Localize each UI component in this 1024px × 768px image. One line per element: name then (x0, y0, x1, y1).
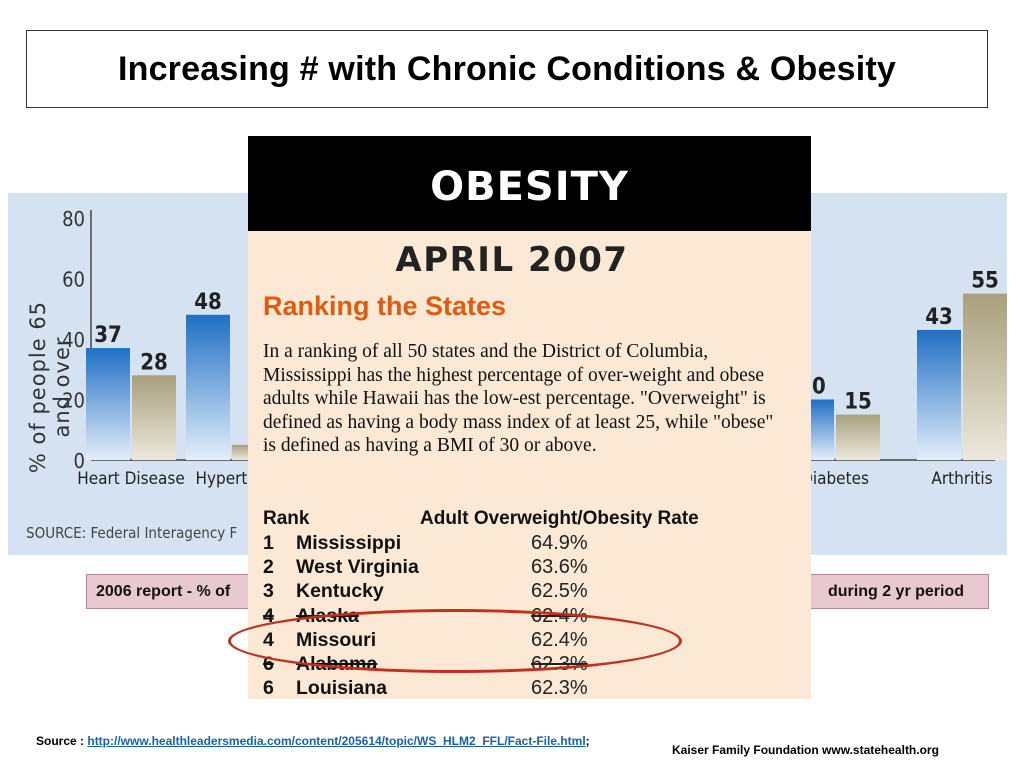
footer-source-suffix: ; (585, 734, 590, 748)
chart-y-axis-label: % of people 65 and over (26, 300, 74, 474)
data-label: 55 (971, 269, 999, 294)
rank-cell: 6 (263, 653, 274, 676)
rank-cell: 2 (263, 555, 274, 578)
rank-cell: 4 (263, 604, 274, 627)
rate-cell: 63.6% (531, 555, 588, 578)
bar-series-2 (132, 375, 176, 460)
caption-left: 2006 report - % of (96, 583, 231, 600)
footer-source: Source : http://www.healthleadersmedia.c… (36, 734, 590, 749)
rank-cell: 1 (263, 531, 274, 554)
x-tick-label: Arthritis (931, 469, 992, 489)
y-tick-label: 20 (62, 389, 85, 413)
obesity-card-description: In a ranking of all 50 states and the Di… (263, 341, 774, 457)
footer-source-label: Source : (36, 734, 88, 748)
data-label: 43 (925, 305, 953, 330)
obesity-card-heading: Ranking the States (263, 291, 507, 321)
state-cell: Kentucky (296, 580, 384, 603)
y-tick-label: 0 (74, 449, 85, 473)
footer-source-link[interactable]: http://www.healthleadersmedia.com/conten… (87, 734, 586, 748)
rank-cell: 6 (263, 677, 274, 700)
rate-cell: 64.9% (531, 531, 588, 554)
title-box: Increasing # with Chronic Conditions & O… (26, 30, 988, 108)
bar-series-1 (917, 329, 961, 460)
col-rate-header: Adult Overweight/Obesity Rate (420, 508, 699, 529)
data-label: 15 (844, 390, 872, 415)
bar-series-1 (186, 314, 230, 460)
bar-series-1 (86, 348, 130, 460)
col-rank-header: Rank (263, 508, 310, 529)
obesity-card-title: OBESITY (430, 164, 629, 210)
obesity-card-date: APRIL 2007 (395, 240, 629, 280)
rate-cell: 62.5% (531, 580, 588, 603)
caption-right: during 2 yr period (827, 583, 964, 600)
x-tick-label: Diabetes (801, 469, 869, 489)
table-row: 3 Kentucky 62.5% (263, 580, 651, 604)
obesity-card-header: OBESITY (248, 136, 811, 231)
state-cell: Louisiana (296, 677, 388, 700)
highlight-oval (228, 609, 682, 673)
footer-credit: Kaiser Family Foundation www.statehealth… (672, 743, 939, 757)
chart-source: SOURCE: Federal Interagency F (26, 524, 238, 542)
data-label: 28 (140, 350, 168, 375)
rate-cell: 62.3% (531, 677, 588, 700)
slide-title: Increasing # with Chronic Conditions & O… (117, 49, 897, 88)
state-cell: Mississippi (296, 531, 402, 554)
bar-series-2 (836, 414, 880, 460)
data-label: 37 (94, 323, 122, 348)
table-row: 1 Mississippi 64.9% (263, 531, 651, 555)
table-row: 2 West Virginia 63.6% (263, 555, 651, 579)
y-tick-label: 40 (62, 328, 85, 352)
bar-series-2 (963, 293, 1007, 460)
state-cell: West Virginia (296, 555, 419, 578)
rank-cell: 3 (263, 580, 274, 603)
y-tick-label: 80 (62, 207, 85, 231)
data-label: 48 (194, 290, 222, 315)
table-row: 6 Louisiana 62.3% (263, 677, 651, 701)
y-tick-label: 60 (62, 268, 85, 292)
x-tick-label: Heart Disease (77, 469, 185, 489)
